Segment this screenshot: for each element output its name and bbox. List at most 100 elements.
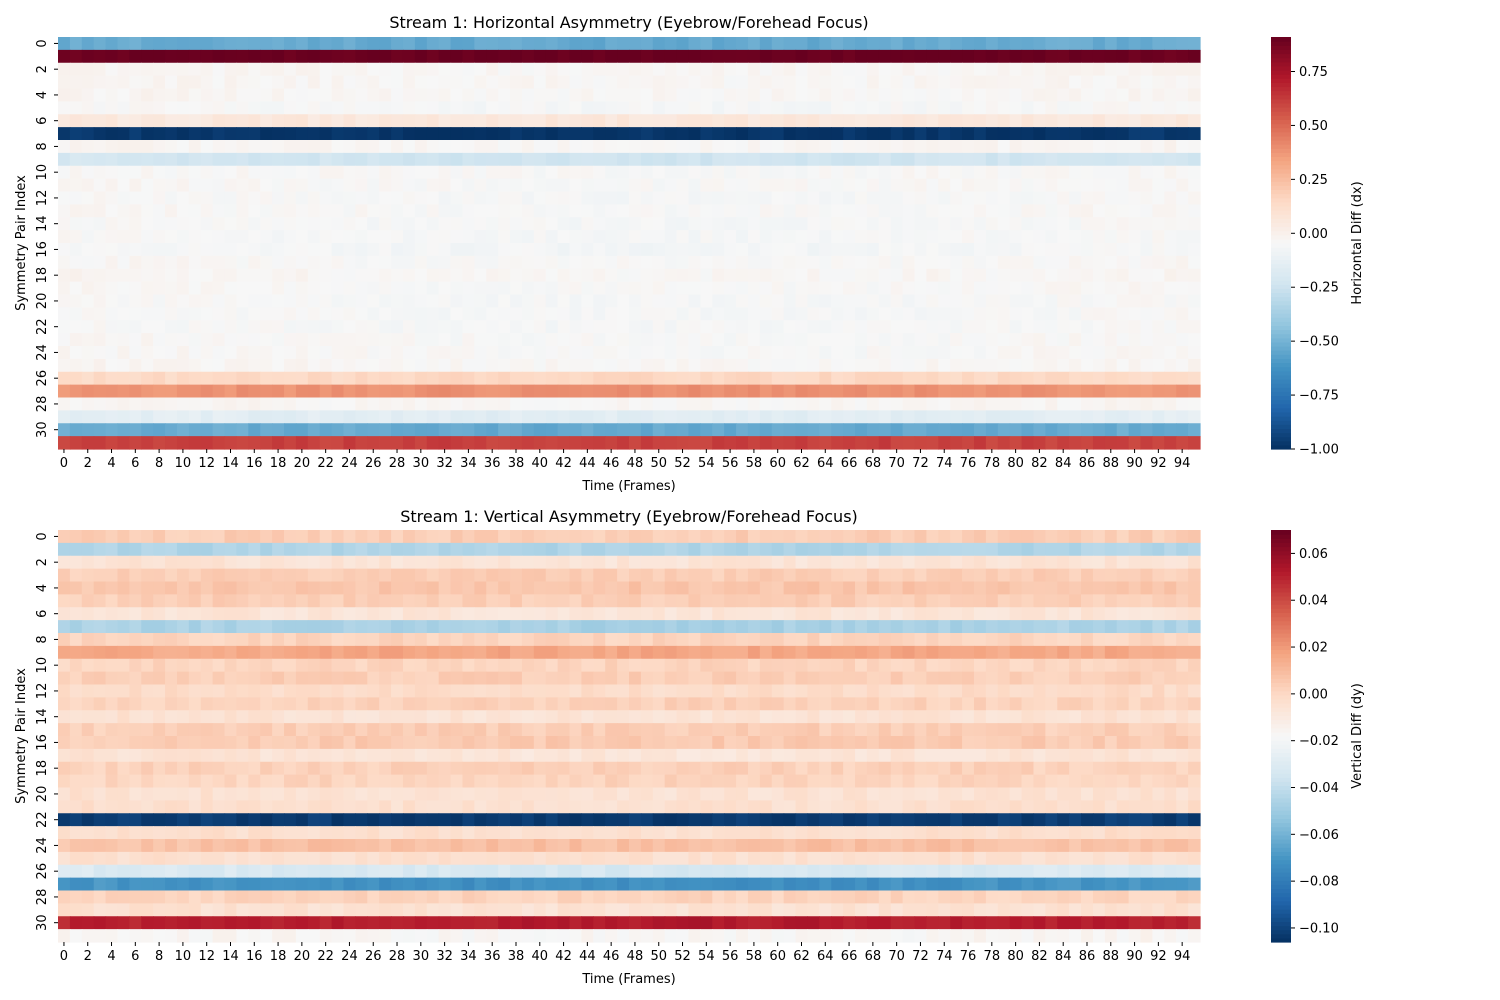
heatmap-cell (331, 568, 345, 583)
heatmap-cell (878, 37, 892, 51)
heatmap-cell (962, 436, 975, 450)
heatmap-cell (783, 243, 797, 257)
heatmap-cell (1152, 436, 1165, 450)
heatmap-cell (676, 114, 690, 128)
heatmap-cell (105, 101, 119, 115)
heatmap-cell (176, 671, 190, 686)
heatmap-cell (450, 594, 464, 608)
heatmap-cell (284, 307, 297, 321)
heatmap-cell (997, 358, 1011, 373)
heatmap-cell (593, 397, 606, 411)
heatmap-cell (712, 37, 725, 51)
heatmap-cell (605, 697, 618, 711)
heatmap-cell (962, 140, 975, 154)
heatmap-cell (533, 127, 547, 141)
heatmap-cell (450, 410, 464, 424)
y-tick-label: 4 (35, 91, 50, 99)
colorbar-tick-label: 0.25 (1299, 173, 1328, 188)
heatmap-cell (1045, 294, 1058, 308)
heatmap-cell (950, 397, 963, 411)
heatmap-cell (700, 568, 713, 583)
heatmap-cell (200, 88, 214, 102)
colorbar-segment (1271, 98, 1291, 104)
heatmap-cell (950, 607, 963, 621)
heatmap-cell (402, 230, 416, 244)
x-tick-label: 72 (912, 456, 929, 471)
heatmap-cell (188, 581, 202, 595)
heatmap-cell (510, 710, 523, 724)
heatmap-cell (831, 671, 844, 686)
heatmap-cell (545, 568, 559, 583)
heatmap-cell (605, 710, 618, 724)
heatmap-cell (391, 230, 404, 244)
heatmap-cell (200, 594, 214, 608)
heatmap-cell (724, 281, 737, 296)
heatmap-cell (367, 658, 380, 673)
heatmap-cell (331, 697, 345, 711)
heatmap-cell (843, 684, 856, 698)
heatmap-cell (331, 152, 345, 167)
heatmap-cell (759, 594, 773, 608)
y-tick-label: 28 (35, 396, 50, 413)
heatmap-cell (295, 346, 309, 360)
heatmap-cell (866, 230, 880, 244)
heatmap-cell (581, 397, 594, 411)
heatmap-cell (260, 140, 273, 154)
heatmap-cell (1045, 620, 1058, 634)
heatmap-cell (1021, 268, 1035, 283)
heatmap-cell (224, 542, 238, 557)
heatmap-cell (664, 243, 678, 257)
colorbar-tick-label: 0.75 (1299, 65, 1328, 80)
heatmap-cell (581, 204, 594, 218)
heatmap-cell (474, 555, 487, 570)
heatmap-cell (664, 88, 678, 102)
heatmap-cell (1104, 436, 1118, 450)
heatmap-cell (1176, 555, 1189, 570)
heatmap-cell (1057, 542, 1070, 557)
heatmap-cell (652, 542, 666, 557)
heatmap-cell (557, 230, 571, 244)
heatmap-cell (795, 140, 809, 154)
heatmap-cell (545, 346, 559, 360)
heatmap-cell (593, 191, 606, 205)
heatmap-cell (950, 358, 963, 373)
heatmap-cell (1057, 49, 1070, 64)
heatmap-cell (1033, 423, 1046, 437)
heatmap-cell (248, 320, 261, 334)
heatmap-cell (1057, 101, 1070, 115)
heatmap-cell (391, 697, 404, 711)
heatmap-cell (105, 633, 119, 647)
heatmap-cell (402, 697, 416, 711)
heatmap-cell (141, 294, 154, 308)
heatmap-cell (878, 165, 892, 180)
heatmap-cell (819, 581, 832, 595)
heatmap-cell (81, 178, 95, 193)
heatmap-cell (855, 101, 868, 115)
heatmap-cell (629, 243, 642, 257)
heatmap-cell (391, 594, 404, 608)
heatmap-cell (890, 568, 904, 583)
heatmap-cell (855, 307, 868, 321)
heatmap-cell (69, 358, 83, 373)
heatmap-cell (605, 101, 618, 115)
heatmap-cell (700, 358, 713, 373)
heatmap-cell (1092, 255, 1106, 270)
heatmap-cell (1128, 723, 1142, 737)
heatmap-cell (414, 307, 428, 321)
heatmap-cell (545, 410, 559, 424)
heatmap-cell (747, 294, 761, 308)
heatmap-cell (1164, 397, 1177, 411)
heatmap-cell (973, 346, 987, 360)
heatmap-cell (93, 230, 107, 244)
heatmap-cell (486, 697, 499, 711)
heatmap-cell (807, 307, 820, 321)
heatmap-cell (272, 710, 285, 724)
heatmap-cell (236, 697, 249, 711)
heatmap-cell (652, 255, 666, 270)
heatmap-cell (712, 140, 725, 154)
heatmap-cell (319, 723, 333, 737)
heatmap-cell (533, 710, 547, 724)
heatmap-cell (69, 333, 83, 347)
heatmap-cell (69, 191, 83, 205)
heatmap-cell (950, 255, 963, 270)
